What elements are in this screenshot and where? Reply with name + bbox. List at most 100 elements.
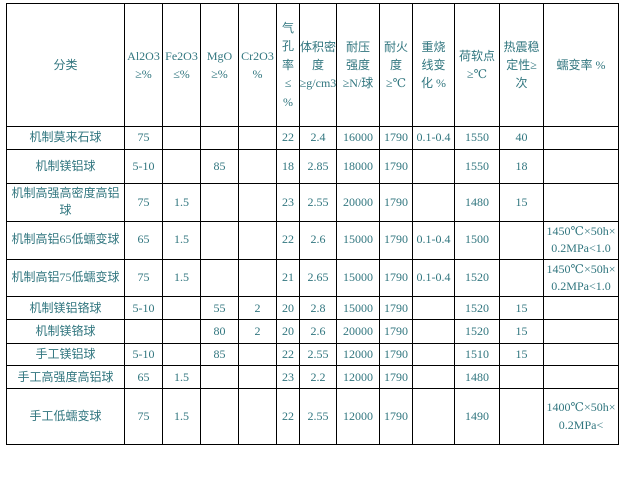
cell-fe2o3: 1.5 bbox=[162, 365, 201, 390]
col-header-line: ≥g/cm3 bbox=[299, 76, 337, 90]
col-header-line: ≥℃ bbox=[466, 67, 487, 81]
cell-category: 机制镁铝球 bbox=[6, 149, 125, 184]
cell-refractoriness: 1790 bbox=[379, 183, 413, 222]
cell-al2o3: 75 bbox=[124, 388, 163, 446]
cell-mgo bbox=[200, 183, 239, 222]
col-header-line: Al2O3 bbox=[127, 49, 160, 63]
cell-thermal_shock_stability: 18 bbox=[499, 149, 544, 184]
cell-bulk_density: 2.55 bbox=[299, 343, 337, 367]
col-header-mgo: MgO ≥% bbox=[200, 3, 239, 127]
cell-cr2o3 bbox=[238, 126, 277, 150]
cell-compressive_strength: 12000 bbox=[336, 365, 380, 390]
cell-cr2o3: 2 bbox=[238, 319, 277, 345]
cell-mgo bbox=[200, 126, 239, 150]
cell-reburn_linear_change bbox=[412, 183, 455, 222]
cell-bulk_density: 2.6 bbox=[299, 220, 337, 260]
cell-thermal_shock_stability: 15 bbox=[499, 343, 544, 367]
col-header-compressive_strength: 耐压 强度 ≥N/球 bbox=[336, 3, 380, 127]
col-header-line: 蠕变率 % bbox=[556, 58, 606, 72]
cell-fe2o3 bbox=[162, 319, 201, 345]
table-row: 机制高铝75低蠕变球 75 1.5 21 2.65 15000 1790 0.1-0.4 152… bbox=[6, 258, 619, 298]
cell-load_softening_point: 1520 bbox=[454, 296, 500, 321]
col-header-line: 耐火 bbox=[383, 40, 408, 54]
col-header-line: 气 bbox=[281, 20, 294, 35]
cell-compressive_strength: 20000 bbox=[336, 183, 380, 222]
cell-porosity: 21 bbox=[276, 258, 300, 298]
col-header-line: 线变 bbox=[421, 58, 446, 72]
cell-thermal_shock_stability bbox=[499, 220, 544, 260]
col-header-line: 率 bbox=[281, 57, 294, 72]
cell-compressive_strength: 20000 bbox=[336, 319, 380, 345]
cell-bulk_density: 2.8 bbox=[299, 296, 337, 321]
cell-compressive_strength: 15000 bbox=[336, 296, 380, 321]
col-header-line: 次 bbox=[515, 76, 528, 90]
cell-mgo bbox=[200, 388, 239, 446]
cell-fe2o3 bbox=[162, 126, 201, 150]
col-header-line: ≥℃ bbox=[385, 76, 406, 90]
cell-bulk_density: 2.4 bbox=[299, 126, 337, 150]
cell-reburn_linear_change bbox=[412, 365, 455, 390]
table-row: 机制镁铝铬球 5-10 55 2 20 2.8 15000 1790 1520 15 bbox=[6, 296, 619, 321]
table-body: 机制莫来石球 75 22 2.4 16000 1790 0.1-0.4 1550 40 机制镁铝球… bbox=[6, 126, 619, 446]
col-header-line: 分类 bbox=[53, 58, 78, 72]
cell-mgo bbox=[200, 220, 239, 260]
col-header-line: 定性≥ bbox=[506, 58, 537, 72]
cell-thermal_shock_stability bbox=[499, 365, 544, 390]
cell-porosity: 23 bbox=[276, 183, 300, 222]
col-header-line: ≥N/球 bbox=[342, 76, 374, 90]
cell-al2o3: 5-10 bbox=[124, 343, 163, 367]
cell-al2o3: 65 bbox=[124, 365, 163, 390]
col-header-line: 热震稳 bbox=[503, 40, 540, 54]
cell-porosity: 22 bbox=[276, 388, 300, 446]
cell-load_softening_point: 1500 bbox=[454, 220, 500, 260]
cell-bulk_density: 2.65 bbox=[299, 258, 337, 298]
col-header-label-thermal_shock_stability: 热震稳定性≥ 次 bbox=[501, 38, 542, 92]
cell-thermal_shock_stability bbox=[499, 258, 544, 298]
cell-creep_rate: 1400℃×50h×0.2MPa< bbox=[543, 388, 619, 446]
cell-thermal_shock_stability: 40 bbox=[499, 126, 544, 150]
col-header-line: 化 % bbox=[421, 76, 446, 90]
cell-category: 手工镁铝球 bbox=[6, 343, 125, 367]
cell-creep_rate bbox=[543, 296, 619, 321]
cell-fe2o3: 1.5 bbox=[162, 258, 201, 298]
col-header-line: Fe2O3 bbox=[165, 49, 198, 63]
cell-mgo bbox=[200, 365, 239, 390]
cell-load_softening_point: 1550 bbox=[454, 126, 500, 150]
col-header-line: 强度 bbox=[345, 58, 370, 72]
cell-al2o3 bbox=[124, 319, 163, 345]
cell-category: 机制镁铝铬球 bbox=[6, 296, 125, 321]
cell-fe2o3: 1.5 bbox=[162, 183, 201, 222]
cell-load_softening_point: 1520 bbox=[454, 319, 500, 345]
cell-al2o3: 5-10 bbox=[124, 296, 163, 321]
table-row: 机制镁铬球 80 2 20 2.6 20000 1790 1520 15 bbox=[6, 319, 619, 345]
cell-load_softening_point: 1550 bbox=[454, 149, 500, 184]
cell-load_softening_point: 1480 bbox=[454, 365, 500, 390]
cell-load_softening_point: 1490 bbox=[454, 388, 500, 446]
col-header-line: ≤% bbox=[173, 67, 190, 81]
cell-reburn_linear_change bbox=[412, 149, 455, 184]
cell-compressive_strength: 15000 bbox=[336, 220, 380, 260]
col-header-line: ≤ bbox=[284, 76, 292, 91]
cell-compressive_strength: 12000 bbox=[336, 388, 380, 446]
table-row: 手工镁铝球 5-10 85 22 2.55 12000 1790 1510 15 bbox=[6, 343, 619, 367]
cell-fe2o3: 1.5 bbox=[162, 220, 201, 260]
cell-refractoriness: 1790 bbox=[379, 343, 413, 367]
col-header-label-al2o3: Al2O3 ≥% bbox=[126, 47, 161, 83]
cell-cr2o3 bbox=[238, 149, 277, 184]
cell-cr2o3 bbox=[238, 365, 277, 390]
cell-compressive_strength: 12000 bbox=[336, 343, 380, 367]
cell-creep_rate bbox=[543, 343, 619, 367]
col-header-category: 分类 bbox=[6, 3, 125, 127]
cell-bulk_density: 2.85 bbox=[299, 149, 337, 184]
cell-refractoriness: 1790 bbox=[379, 388, 413, 446]
table-row: 机制镁铝球 5-10 85 18 2.85 18000 1790 1550 18 bbox=[6, 149, 619, 184]
cell-bulk_density: 2.55 bbox=[299, 183, 337, 222]
cell-porosity: 23 bbox=[276, 365, 300, 390]
cell-reburn_linear_change: 0.1-0.4 bbox=[412, 220, 455, 260]
cell-fe2o3 bbox=[162, 149, 201, 184]
col-header-line: Cr2O3 bbox=[241, 49, 274, 63]
cell-mgo: 85 bbox=[200, 149, 239, 184]
cell-reburn_linear_change bbox=[412, 319, 455, 345]
col-header-label-fe2o3: Fe2O3 ≤% bbox=[164, 47, 199, 83]
cell-al2o3: 5-10 bbox=[124, 149, 163, 184]
